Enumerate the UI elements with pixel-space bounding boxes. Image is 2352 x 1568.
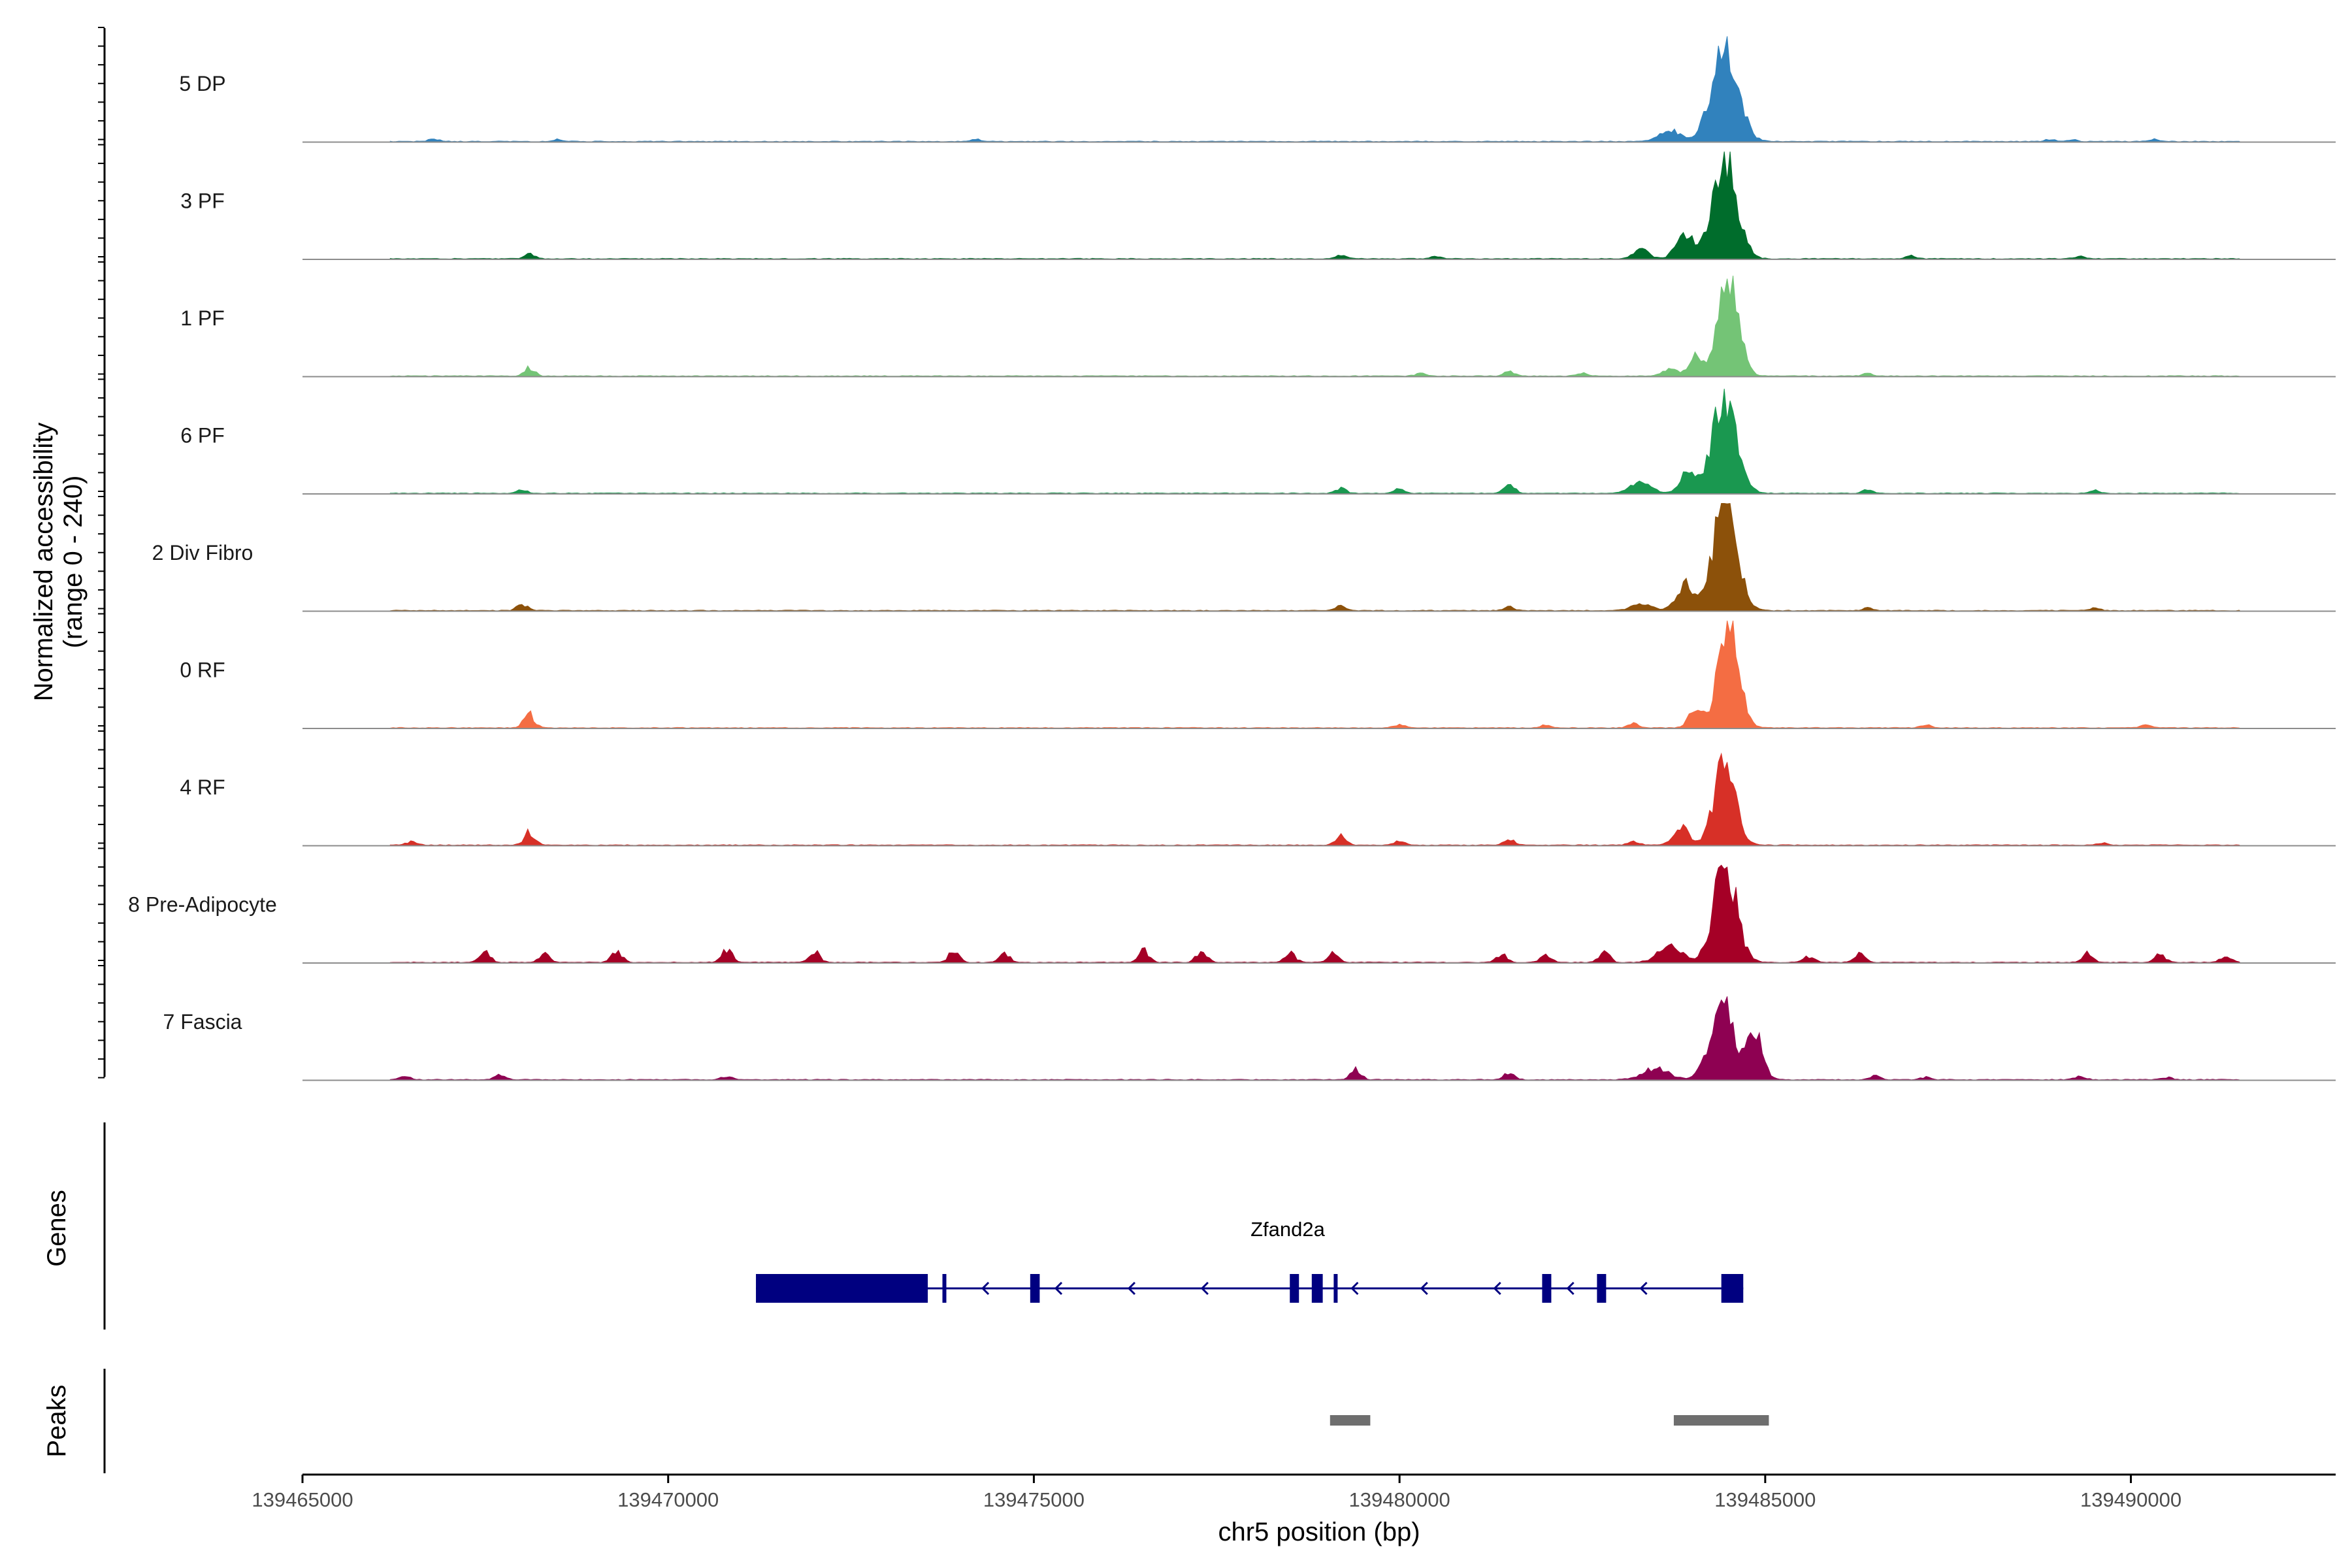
coverage-area [389,864,2242,964]
strand-arrow [1420,1281,1428,1296]
track-label: 3 PF [180,189,225,212]
coverage-area [389,36,2241,142]
gene-exon [1333,1274,1338,1303]
track-4-rf: 4 RF [180,752,2336,847]
peak-regions [1330,1415,1769,1426]
gene-model [756,1274,1744,1303]
strand-arrow [1566,1281,1575,1296]
y-axis-title-line-2: (range 0 - 240) [59,476,88,649]
x-tick-label: 139485000 [1714,1488,1816,1511]
coverage-area [389,996,2241,1081]
gene-exon [1597,1274,1607,1303]
y-axis-title-line-1: Normalized accessibility [29,423,58,702]
strand-arrow [1054,1281,1063,1296]
strand-arrow [1639,1281,1648,1296]
track-label: 5 DP [179,72,225,95]
track-2-div-fibro: 2 Div Fibro [152,502,2336,612]
x-tick-label: 139465000 [252,1488,353,1511]
accessibility-y-axis [98,27,106,1079]
strand-arrow [981,1281,990,1296]
peaks-track-label: Peaks [42,1384,71,1457]
coverage-area [389,620,2241,729]
coverage-area [389,752,2241,846]
coverage-area [389,151,2241,260]
track-1-pf: 1 PF [180,275,2336,378]
track-6-pf: 6 PF [180,388,2336,495]
x-tick-label: 139480000 [1349,1488,1450,1511]
track-label: 2 Div Fibro [152,541,253,564]
coverage-area [389,275,2241,377]
track-7-fascia: 7 Fascia [163,996,2336,1081]
track-label: 7 Fascia [163,1010,242,1034]
gene-exon [1721,1274,1744,1303]
track-label: 0 RF [180,658,225,681]
track-5-dp: 5 DP [179,36,2336,143]
x-axis: 139465000 139470000 139475000 139480000 1394… [252,1473,2336,1511]
gene-exon [1542,1274,1552,1303]
track-3-pf: 3 PF [180,151,2336,260]
gene-exon [756,1274,928,1303]
track-label: 1 PF [180,306,225,330]
track-8-pre-adipocyte: 8 Pre-Adipocyte [128,864,2336,964]
strand-arrow [1350,1281,1359,1296]
gene-name-label: Zfand2a [1250,1218,1326,1241]
strand-arrow [1493,1281,1501,1296]
strand-arrow [1127,1281,1136,1296]
strand-arrow [1200,1281,1209,1296]
x-tick-label: 139470000 [617,1488,719,1511]
track-label: 4 RF [180,776,225,799]
x-tick-label: 139490000 [2080,1488,2181,1511]
x-axis-title: chr5 position (bp) [1218,1518,1420,1546]
track-label: 6 PF [180,423,225,447]
coverage-area [389,388,2241,495]
gene-exon [1311,1274,1323,1303]
peak-region [1673,1415,1769,1426]
track-0-rf: 0 RF [180,620,2336,729]
coverage-area [389,502,2242,612]
x-tick-label: 139475000 [983,1488,1085,1511]
gene-exon [942,1274,947,1303]
track-label: 8 Pre-Adipocyte [128,892,277,916]
gene-exon [1030,1274,1040,1303]
gene-exon [1290,1274,1299,1303]
genes-track-label: Genes [42,1190,71,1267]
peak-region [1330,1415,1371,1426]
coverage-tracks: 5 DP 3 PF 1 PF 6 PF 2 Div Fibro 0 RF 4 RF 8 Pre… [128,36,2336,1081]
